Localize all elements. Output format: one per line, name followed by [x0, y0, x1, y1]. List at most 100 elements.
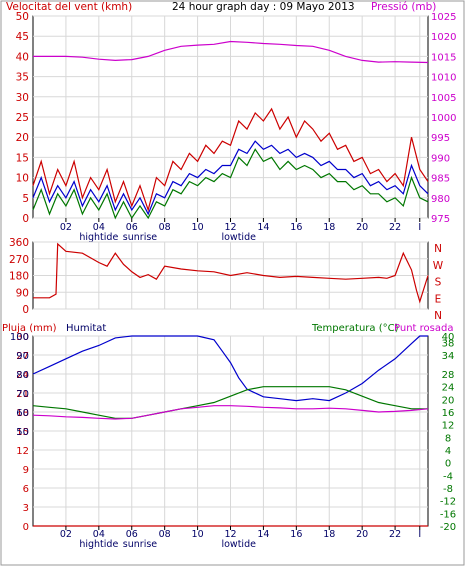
direction-ytick-label: 0	[22, 304, 29, 316]
rain-xannotation-hightide: hightide	[79, 539, 118, 550]
direction-cardinal-label: W	[433, 260, 444, 272]
rain-ytick-label: 9	[23, 465, 29, 476]
wind-xannotation-sunrise: sunrise	[123, 232, 157, 243]
rain-xtick-label: 04	[93, 529, 105, 540]
temperature-ytick-label: -4	[443, 471, 453, 482]
rain-xtick-label: 18	[323, 529, 335, 540]
dewpoint-title: Punt rosada	[394, 323, 453, 334]
wind-xtick-label: 08	[159, 222, 171, 233]
rain-xtick-label: I	[418, 529, 421, 540]
wind-ytick-label: 10	[16, 173, 29, 185]
wind-xtick-label: I	[418, 222, 421, 233]
wind-xannotation-lowtide: lowtide	[221, 232, 256, 243]
temperature-ytick-label: -8	[443, 484, 453, 495]
direction-ytick-label: 90	[16, 287, 29, 299]
series-pressure	[33, 40, 429, 64]
pressure-ytick-label: 1015	[431, 52, 456, 63]
temperature-ytick-label: 12	[442, 421, 455, 432]
wind-xtick-label: 02	[60, 222, 72, 233]
rain-xtick-label: 08	[159, 529, 171, 540]
temperature-ytick-label: 20	[442, 395, 455, 406]
wind-ytick-label: 0	[22, 213, 29, 225]
temperature-ytick-label: 4	[445, 446, 451, 457]
rain-xtick-label: 10	[192, 529, 204, 540]
pressure-ytick-label: 980	[431, 194, 450, 205]
pressure-ytick-label: 1005	[431, 93, 456, 104]
pressure-ytick-label: 995	[431, 133, 450, 144]
rain-ytick-label: 27	[16, 351, 29, 362]
pressure-ytick-label: 990	[431, 153, 450, 164]
wind-ytick-label: 30	[16, 92, 29, 104]
temperature-ytick-label: 16	[442, 408, 455, 419]
direction-cardinal-label: N	[434, 243, 442, 255]
temperature-ytick-label: 38	[442, 338, 455, 349]
humidity-ytick-label: 90	[16, 351, 29, 362]
rain-xannotation-sunrise: sunrise	[123, 539, 157, 550]
wind-xtick-label: 04	[93, 222, 105, 233]
temperature-ytick-label: -16	[440, 509, 456, 520]
wind-speed-title: Velocitat del vent (kmh)	[6, 1, 132, 13]
temperature-title: Temperatura (°C)	[311, 323, 399, 334]
pressure-ytick-label: 985	[431, 174, 450, 185]
chart-layer: 0510152025303540455097598098599099510001…	[9, 11, 457, 550]
temperature-ytick-label: 34	[442, 351, 455, 362]
rain-xtick-label: 06	[126, 529, 138, 540]
series-temperatura	[32, 386, 428, 419]
wind-ytick-label: 40	[16, 51, 29, 63]
wind-xtick-label: 14	[257, 222, 269, 233]
wind-ytick-label: 45	[16, 31, 29, 43]
temperature-ytick-label: 28	[442, 370, 455, 381]
series-punt-rosada	[32, 405, 429, 420]
wind-xtick-label: 20	[356, 222, 368, 233]
rain-xtick-label: 16	[290, 529, 302, 540]
direction-cardinal-label: S	[435, 277, 442, 289]
temperature-ytick-label: -12	[440, 497, 456, 508]
rain-ytick-label: 30	[16, 332, 29, 343]
humidity-title: Humitat	[66, 323, 106, 334]
pressure-ytick-label: 1000	[431, 113, 456, 124]
wind-xtick-label: 22	[389, 222, 401, 233]
rain-ytick-label: 15	[16, 427, 29, 438]
rain-ytick-label: 21	[16, 389, 29, 400]
rain-title: Pluja (mm)	[2, 323, 57, 334]
rain-ytick-label: 18	[16, 408, 29, 419]
rain-xtick-label: 02	[60, 529, 72, 540]
temperature-ytick-label: 8	[445, 433, 451, 444]
direction-cardinal-label: N	[434, 310, 442, 322]
rain-ytick-label: 0	[23, 522, 29, 533]
series-average	[32, 148, 429, 220]
wind-ytick-label: 15	[16, 152, 29, 164]
wind-xtick-label: 12	[224, 222, 236, 233]
rain-xtick-label: 20	[356, 529, 368, 540]
wind-ytick-label: 35	[16, 72, 29, 84]
humidity-ytick-label: 70	[16, 389, 29, 400]
wind-xtick-label: 18	[323, 222, 335, 233]
wind-ytick-label: 50	[16, 11, 29, 23]
pressure-ytick-label: 1010	[431, 73, 456, 84]
wind-ytick-label: 20	[16, 132, 29, 144]
rain-xtick-label: 12	[224, 529, 236, 540]
direction-cardinal-label: E	[435, 293, 442, 305]
series-humidity	[32, 335, 428, 402]
rain-ytick-label: 12	[16, 446, 29, 457]
rain-ytick-label: 3	[23, 503, 29, 514]
humidity-ytick-label: 100	[10, 332, 29, 343]
series-direction	[33, 242, 429, 304]
direction-ytick-label: 180	[9, 271, 29, 283]
temperature-ytick-label: 40	[442, 332, 455, 343]
direction-ytick-label: 270	[9, 254, 29, 266]
rain-xannotation-lowtide: lowtide	[221, 539, 256, 550]
wind-ytick-label: 5	[22, 193, 29, 205]
pressure-ytick-label: 1020	[431, 32, 456, 43]
direction-ytick-label: 360	[9, 237, 29, 249]
humidity-ytick-label: 80	[16, 370, 29, 381]
wind-ytick-label: 25	[16, 112, 29, 124]
series-speed	[32, 140, 429, 216]
temperature-ytick-label: -20	[440, 522, 456, 533]
humidity-ytick-label: 60	[16, 408, 29, 419]
humidity-ytick-label: 50	[16, 427, 29, 438]
rain-ytick-label: 6	[23, 484, 29, 495]
graph-day-title: 24 hour graph day : 09 Mayo 2013	[172, 1, 355, 13]
wind-xtick-label: 10	[192, 222, 204, 233]
